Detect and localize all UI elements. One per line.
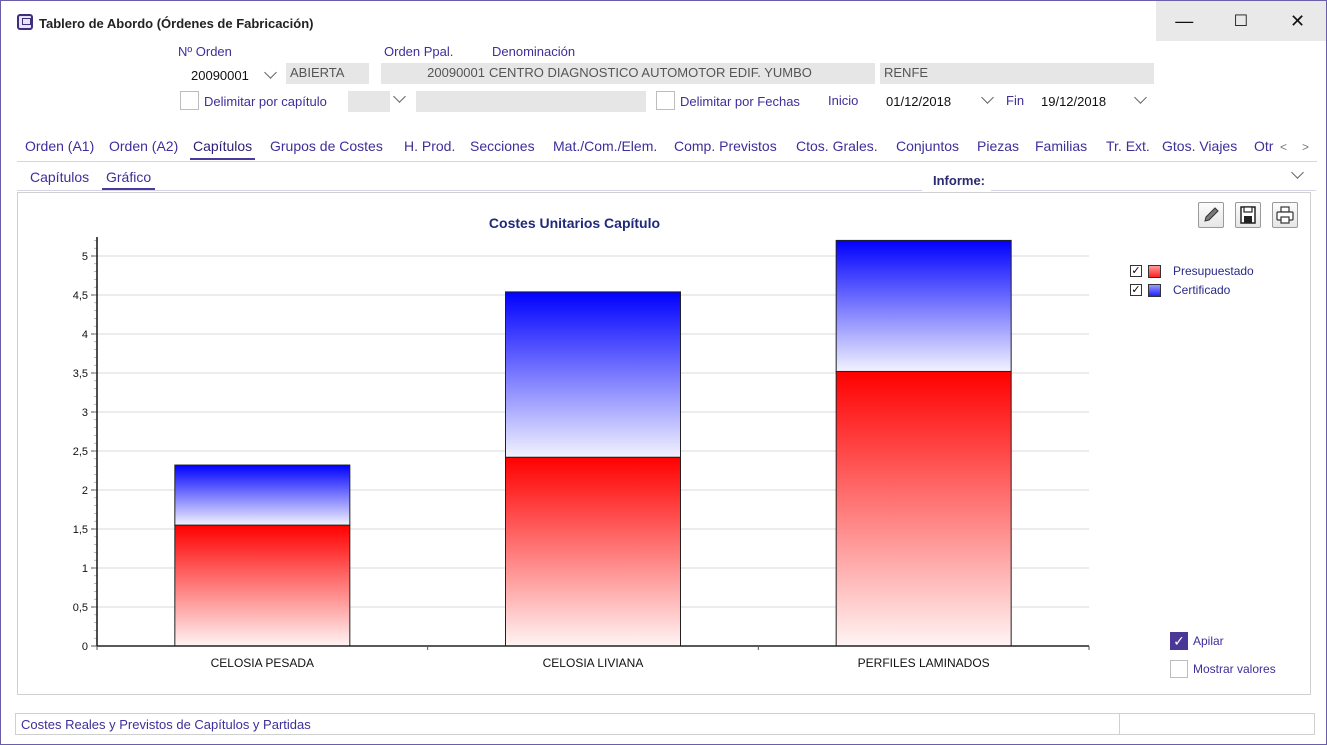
tab-orden-a1[interactable]: Orden (A1): [25, 138, 95, 154]
y-tick-label: 1,5: [73, 524, 88, 536]
tab-mat-com-elem[interactable]: Mat./Com./Elem.: [553, 138, 658, 154]
x-tick-label: PERFILES LAMINADOS: [858, 656, 990, 670]
bar-certificado: [505, 291, 681, 458]
tab-scroll-right-icon[interactable]: >: [1302, 140, 1310, 154]
tab-secciones[interactable]: Secciones: [470, 138, 535, 154]
orden-label: Nº Orden: [178, 44, 232, 59]
subtabs-divider: [17, 190, 922, 191]
title-bar: Tablero de Abordo (Órdenes de Fabricació…: [1, 1, 1326, 41]
y-tick-label: 1: [82, 563, 88, 575]
status-separator: [1119, 714, 1120, 734]
legend-checkbox[interactable]: ✓: [1130, 284, 1142, 296]
window-controls: — ☐ ✕: [1156, 1, 1326, 41]
inicio-date-field[interactable]: 01/12/2018: [886, 94, 952, 109]
tab-gtos-viajes[interactable]: Gtos. Viajes: [1162, 138, 1238, 154]
y-tick-label: 4: [82, 329, 88, 341]
tab-piezas[interactable]: Piezas: [977, 138, 1020, 154]
tab-tr-ext[interactable]: Tr. Ext.: [1106, 138, 1150, 154]
maximize-button[interactable]: ☐: [1233, 13, 1249, 30]
delimitar-capitulo-checkbox[interactable]: [180, 91, 199, 110]
orden-ppal-label: Orden Ppal.: [384, 44, 454, 59]
tab-ctos-grales[interactable]: Ctos. Grales.: [796, 138, 878, 154]
y-tick-label: 0,5: [73, 602, 88, 614]
x-tick-label: CELOSIA LIVIANA: [543, 656, 644, 670]
app-icon: [17, 14, 33, 30]
delimitar-capitulo-label: Delimitar por capítulo: [204, 94, 327, 109]
save-chart-button[interactable]: [1235, 202, 1261, 228]
orden-ppal-field: 20090001: [381, 63, 487, 84]
tab-comp-previstos[interactable]: Comp. Previstos: [674, 138, 777, 154]
capitulo-desc-field: [416, 91, 646, 112]
legend-checkbox[interactable]: ✓: [1130, 265, 1142, 277]
tab-orden-a2[interactable]: Orden (A2): [109, 138, 179, 154]
legend-label: Presupuestado: [1173, 264, 1254, 278]
tab-conjuntos[interactable]: Conjuntos: [896, 138, 960, 154]
minimize-button[interactable]: —: [1175, 10, 1194, 31]
subtab-capitulos[interactable]: Capítulos: [30, 169, 90, 185]
denominacion-label: Denominación: [492, 44, 576, 59]
capitulo-select[interactable]: [348, 91, 390, 112]
print-chart-button[interactable]: [1272, 202, 1298, 228]
close-button[interactable]: ✕: [1289, 10, 1306, 31]
cliente-field: RENFE: [880, 63, 1154, 84]
mostrar-valores-label: Mostrar valores: [1193, 662, 1276, 676]
chart-title: Costes Unitarios Capítulo: [488, 215, 661, 231]
y-tick-label: 3,5: [73, 368, 88, 380]
bar-presupuestado: [505, 456, 681, 647]
save-icon: [1240, 206, 1256, 224]
apilar-checkbox[interactable]: ✓: [1170, 632, 1188, 650]
window-title: Tablero de Abordo (Órdenes de Fabricació…: [39, 16, 314, 31]
legend-swatch-red: [1148, 265, 1161, 278]
orden-select[interactable]: 20090001: [191, 68, 249, 83]
tabs-divider: [17, 161, 1317, 162]
main-tabs: Orden (A1) Orden (A2) Capítulos Grupos d…: [17, 138, 1317, 162]
y-tick-label: 2: [82, 485, 88, 497]
delimitar-fechas-label: Delimitar por Fechas: [680, 94, 800, 109]
bar-presupuestado: [174, 524, 351, 647]
bar-certificado: [174, 464, 351, 526]
subtab-grafico[interactable]: Gráfico: [102, 169, 156, 190]
status-bar: Costes Reales y Previstos de Capítulos y…: [15, 713, 1315, 735]
printer-icon: [1276, 206, 1294, 224]
y-tick-label: 2,5: [73, 446, 88, 458]
apilar-label: Apilar: [1193, 634, 1224, 648]
tab-capitulos[interactable]: Capítulos: [190, 138, 256, 160]
legend-swatch-blue: [1148, 284, 1161, 297]
tab-grupos-costes[interactable]: Grupos de Costes: [270, 138, 383, 154]
tab-h-prod[interactable]: H. Prod.: [404, 138, 456, 154]
y-tick-label: 4,5: [73, 290, 88, 302]
denominacion-field: CENTRO DIAGNOSTICO AUTOMOTOR EDIF. YUMBO: [485, 63, 875, 84]
tab-scroll-left-icon[interactable]: <: [1280, 140, 1288, 154]
tab-familias[interactable]: Familias: [1035, 138, 1088, 154]
estado-field: ABIERTA: [286, 63, 369, 84]
informe-select[interactable]: [991, 190, 1316, 191]
informe-label: Informe:: [933, 173, 985, 188]
y-tick-label: 5: [82, 251, 88, 263]
edit-chart-button[interactable]: [1198, 202, 1224, 228]
legend-label: Certificado: [1173, 283, 1231, 297]
fin-label: Fin: [1006, 93, 1025, 108]
inicio-label: Inicio: [828, 93, 859, 108]
pencil-icon: [1204, 207, 1219, 222]
delimitar-fechas-checkbox[interactable]: [656, 91, 675, 110]
y-tick-label: 0: [82, 641, 88, 653]
bar-certificado: [835, 239, 1012, 372]
status-text: Costes Reales y Previstos de Capítulos y…: [21, 717, 311, 732]
y-tick-label: 3: [82, 407, 88, 419]
tab-otros[interactable]: Otr: [1254, 138, 1274, 154]
bar-presupuestado: [835, 370, 1012, 647]
fin-date-field[interactable]: 19/12/2018: [1041, 94, 1107, 109]
mostrar-valores-checkbox[interactable]: [1170, 660, 1188, 678]
x-tick-label: CELOSIA PESADA: [211, 656, 314, 670]
